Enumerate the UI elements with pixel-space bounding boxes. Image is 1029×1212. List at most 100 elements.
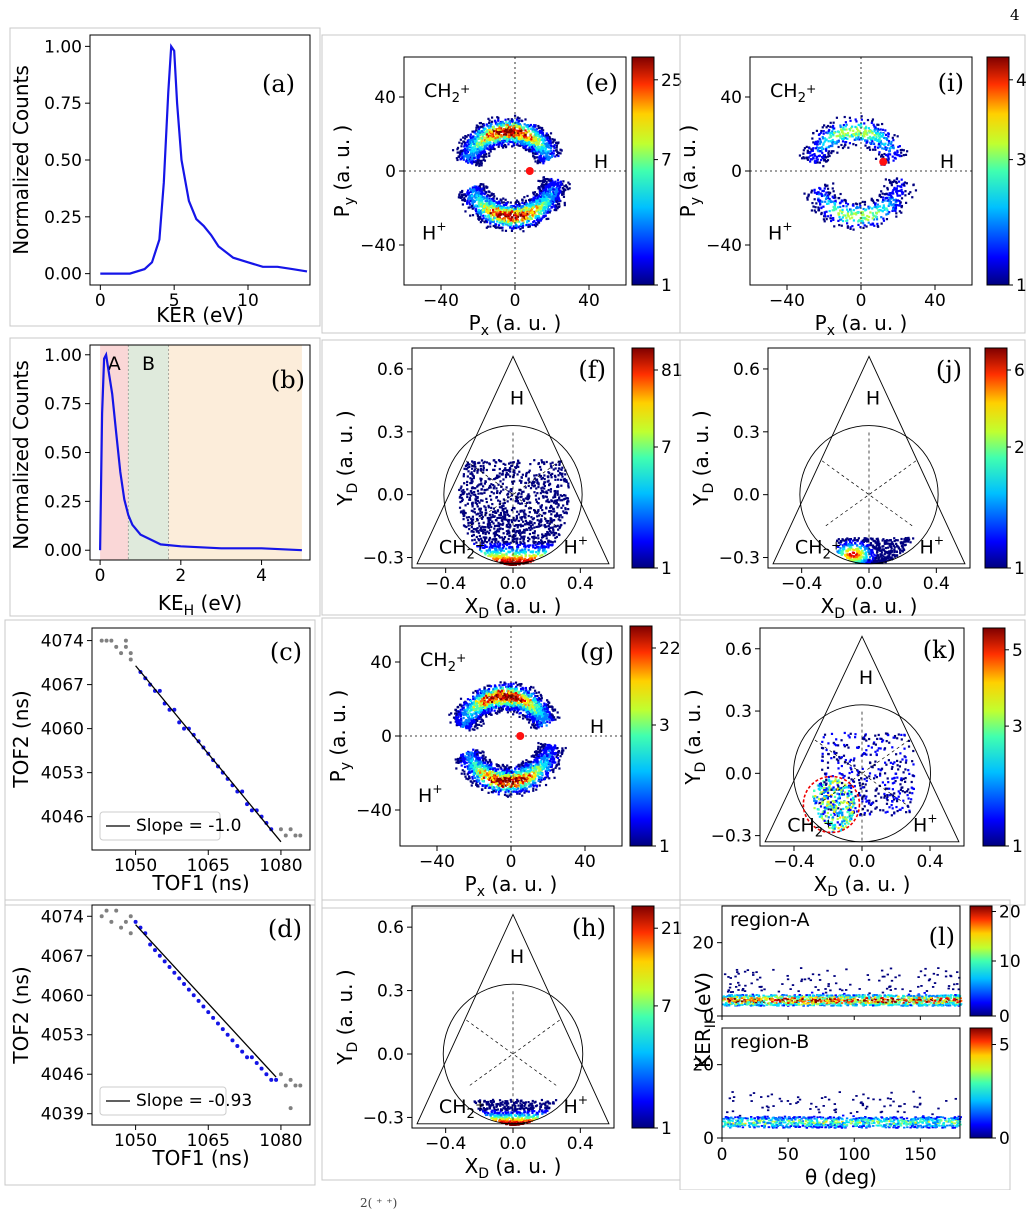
fit-line: [135, 924, 277, 1078]
panel-c-axes: [91, 627, 311, 851]
density-pixel: [482, 210, 485, 214]
density-pixel: [512, 790, 515, 793]
density-pixel: [900, 185, 903, 188]
density-pixel: [558, 767, 561, 770]
density-pixel: [819, 187, 822, 190]
density-pixel: [458, 152, 462, 155]
density-pixel: [818, 142, 822, 145]
blue-point: [201, 1004, 206, 1009]
density-pixel: [482, 156, 485, 159]
density-pixel: [559, 189, 562, 192]
density-pixel: [550, 206, 553, 209]
density-pixel: [512, 205, 515, 208]
density-pixel: [486, 195, 489, 198]
x-axis-label: Px (a. u. ): [815, 311, 908, 339]
density-pixel: [468, 149, 471, 152]
density-pixel: [873, 224, 876, 227]
density-pixel: [551, 151, 554, 154]
density-pixel: [562, 191, 565, 194]
density-pixel: [549, 132, 553, 135]
density-pixel: [538, 147, 541, 150]
density-pixel: [556, 181, 560, 184]
density-pixel: [471, 188, 475, 191]
density-pixel: [473, 185, 476, 188]
density-pixel: [558, 199, 561, 202]
density-pixel: [835, 135, 838, 138]
density-pixel: [823, 140, 826, 143]
density-pixel: [818, 200, 821, 203]
density-pixel: [459, 154, 462, 157]
density-pixel: [536, 206, 539, 209]
density-pixel: [463, 147, 467, 151]
density-pixel: [851, 225, 854, 228]
density-pixel: [820, 212, 823, 216]
density-pixel: [837, 213, 840, 216]
density-pixel: [548, 721, 551, 724]
density-pixel: [515, 138, 518, 141]
density-pixel: [846, 137, 849, 140]
blue-point: [245, 802, 250, 807]
density-pixel: [533, 205, 536, 208]
density-pixel: [533, 150, 536, 153]
density-pixel: [806, 158, 810, 161]
density-pixel: [483, 159, 487, 162]
density-pixel: [829, 140, 832, 143]
density-pixel: [546, 137, 549, 140]
fragment-label-ch2: CH2+: [770, 80, 816, 106]
density-pixel: [520, 205, 523, 208]
density-pixel: [523, 145, 526, 148]
density-pixel: [497, 142, 500, 145]
density-pixel: [842, 204, 845, 208]
density-pixel: [823, 194, 826, 197]
density-pixel: [883, 136, 886, 139]
density-pixel: [802, 149, 805, 152]
density-pixel: [872, 136, 875, 139]
density-pixel: [562, 195, 566, 198]
density-pixel: [482, 158, 485, 161]
density-pixel: [880, 222, 883, 225]
density-pixel: [527, 148, 531, 152]
density-pixel: [549, 199, 552, 202]
density-pixel: [539, 159, 543, 162]
density-pixel: [495, 138, 499, 141]
density-pixel: [514, 681, 518, 684]
density-pixel: [821, 135, 824, 139]
density-pixel: [879, 131, 882, 134]
density-pixel: [492, 213, 496, 216]
density-pixel: [477, 211, 480, 214]
density-pixel: [481, 147, 484, 151]
density-pixel: [542, 199, 545, 202]
density-pixel: [854, 138, 857, 141]
density-pixel: [837, 134, 840, 138]
density-pixel: [828, 154, 831, 158]
density-pixel: [538, 126, 541, 129]
density-pixel: [522, 216, 525, 219]
density-pixel: [504, 198, 507, 201]
density-pixel: [844, 214, 847, 217]
density-pixel: [875, 128, 878, 131]
density-pixel: [890, 182, 893, 185]
density-pixel: [545, 217, 548, 221]
density-pixel: [468, 139, 471, 142]
density-pixel: [461, 189, 464, 193]
density-pixel: [479, 211, 482, 214]
density-pixel: [493, 216, 496, 219]
density-pixel: [484, 140, 487, 143]
density-pixel: [561, 190, 564, 193]
b-xtick-label: 2: [175, 566, 186, 586]
density-pixel: [478, 143, 481, 146]
density-pixel: [521, 224, 525, 228]
density-pixel: [508, 139, 511, 142]
density-pixel: [456, 158, 459, 162]
density-pixel: [556, 194, 560, 197]
density-pixel: [478, 184, 481, 188]
density-pixel: [519, 137, 522, 140]
density-pixel: [479, 209, 482, 213]
density-pixel: [513, 219, 516, 223]
density-pixel: [861, 134, 864, 138]
density-pixel: [506, 206, 509, 209]
density-pixel: [874, 148, 877, 151]
density-pixel: [502, 137, 505, 141]
density-pixel: [852, 129, 855, 132]
density-pixel: [484, 200, 487, 203]
